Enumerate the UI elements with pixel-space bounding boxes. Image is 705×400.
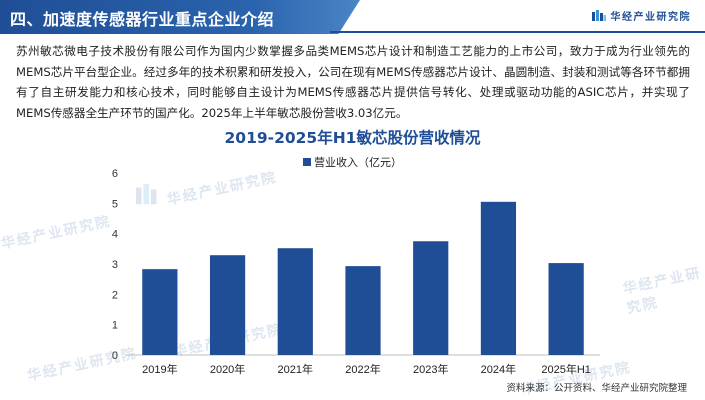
y-tick-label: 4: [112, 229, 118, 241]
y-tick-label: 1: [112, 320, 118, 332]
y-tick-label: 2: [112, 289, 118, 301]
x-tick-label: 2020年: [210, 362, 245, 376]
header: 四、加速度传感器行业重点企业介绍 华经产业研究院: [0, 0, 705, 34]
bar: [413, 241, 449, 355]
bar: [345, 266, 381, 355]
title-banner: 四、加速度传感器行业重点企业介绍: [0, 0, 360, 34]
legend-label: 营业收入（亿元）: [314, 155, 402, 169]
bar: [142, 269, 178, 355]
legend-swatch: [303, 158, 311, 166]
bar: [277, 248, 313, 355]
x-tick-label: 2025年H1: [541, 362, 591, 376]
x-tick-label: 2023年: [413, 362, 448, 376]
intro-paragraph: 苏州敏芯微电子技术股份有限公司作为国内少数掌握多品类MEMS芯片设计和制造工艺能…: [16, 44, 690, 120]
y-tick-label: 6: [112, 168, 118, 180]
chart-title: 2019-2025年H1敏芯股份营收情况: [224, 129, 481, 147]
bar: [209, 255, 246, 355]
x-tick-label: 2019年: [142, 362, 177, 376]
x-tick-label: 2024年: [481, 362, 516, 376]
brand-logo-icon: [591, 9, 606, 21]
bar: [480, 201, 517, 355]
title-underline: [330, 31, 705, 33]
brand: 华经产业研究院: [591, 8, 692, 23]
watermark-logo-icon: [136, 183, 157, 205]
brand-name: 华经产业研究院: [610, 12, 691, 23]
page-title: 四、加速度传感器行业重点企业介绍: [10, 10, 275, 29]
x-tick-label: 2022年: [345, 362, 380, 376]
y-tick-label: 5: [112, 198, 118, 210]
source-note: 资料来源：公开资料、华经产业研究院整理: [506, 383, 687, 394]
x-tick-label: 2021年: [278, 362, 313, 376]
y-tick-label: 3: [112, 259, 118, 271]
bar: [548, 263, 584, 355]
y-tick-label: 0: [112, 350, 118, 362]
